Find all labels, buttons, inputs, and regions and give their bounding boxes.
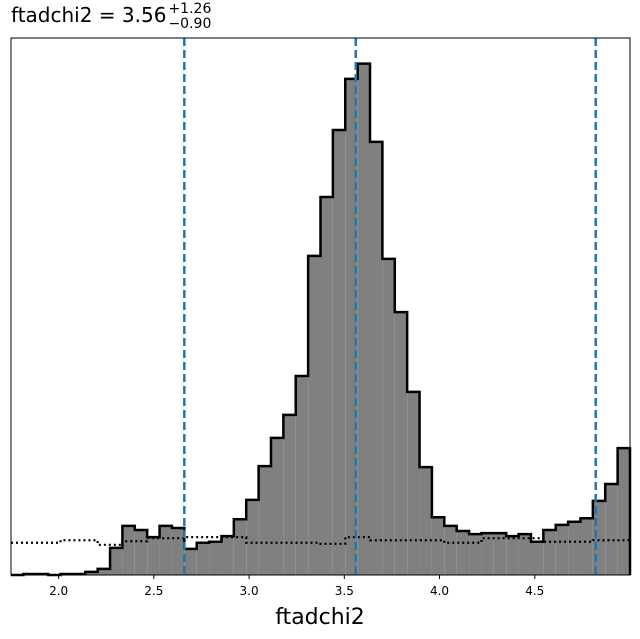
bar	[605, 483, 618, 575]
bar-outline	[11, 62, 632, 577]
bar	[159, 525, 172, 575]
bar	[617, 448, 630, 575]
x-tick-label: 3.0	[240, 584, 259, 598]
bar	[308, 255, 321, 575]
plot-frame	[10, 37, 631, 576]
bar	[407, 391, 420, 575]
bar	[171, 527, 185, 575]
x-tick-label: 2.0	[49, 584, 68, 598]
x-tick-label: 4.0	[430, 584, 449, 598]
bar	[332, 130, 346, 576]
bar	[506, 536, 519, 575]
bar	[370, 141, 383, 575]
bar	[221, 536, 234, 575]
x-tick-label: 2.5	[144, 584, 163, 598]
x-tick-label: 4.5	[525, 584, 544, 598]
bar	[444, 525, 457, 575]
prior-line	[11, 536, 630, 546]
bar	[85, 571, 98, 575]
bar	[270, 437, 284, 575]
x-tick-label: 3.5	[335, 584, 354, 598]
bar	[493, 533, 507, 575]
title-upper-error: +1.26	[168, 1, 211, 17]
bar	[147, 537, 160, 575]
bar	[456, 531, 470, 575]
bar	[382, 258, 395, 575]
bar	[580, 518, 593, 575]
bar	[258, 466, 271, 575]
bar	[394, 312, 408, 575]
x-axis-label: ftadchi2	[275, 605, 365, 630]
bar	[320, 197, 333, 575]
chart-title: ftadchi2 = 3.56	[11, 3, 166, 27]
bar	[134, 529, 148, 575]
bar	[295, 376, 309, 575]
bar	[419, 467, 432, 575]
bar	[196, 542, 210, 575]
bar	[209, 541, 222, 575]
bar	[568, 521, 581, 575]
bar	[233, 519, 247, 575]
bar	[543, 529, 556, 575]
bar	[469, 534, 482, 575]
bar	[357, 63, 371, 575]
bar	[283, 414, 296, 575]
bar	[246, 499, 259, 575]
bar	[530, 541, 544, 575]
bar	[431, 517, 445, 575]
title-lower-error: −0.90	[168, 16, 211, 32]
bar	[555, 524, 569, 575]
bar	[184, 548, 197, 575]
bar	[110, 547, 123, 575]
bar	[97, 568, 111, 575]
bar	[518, 534, 531, 575]
bar	[122, 525, 135, 575]
bar	[481, 533, 494, 575]
